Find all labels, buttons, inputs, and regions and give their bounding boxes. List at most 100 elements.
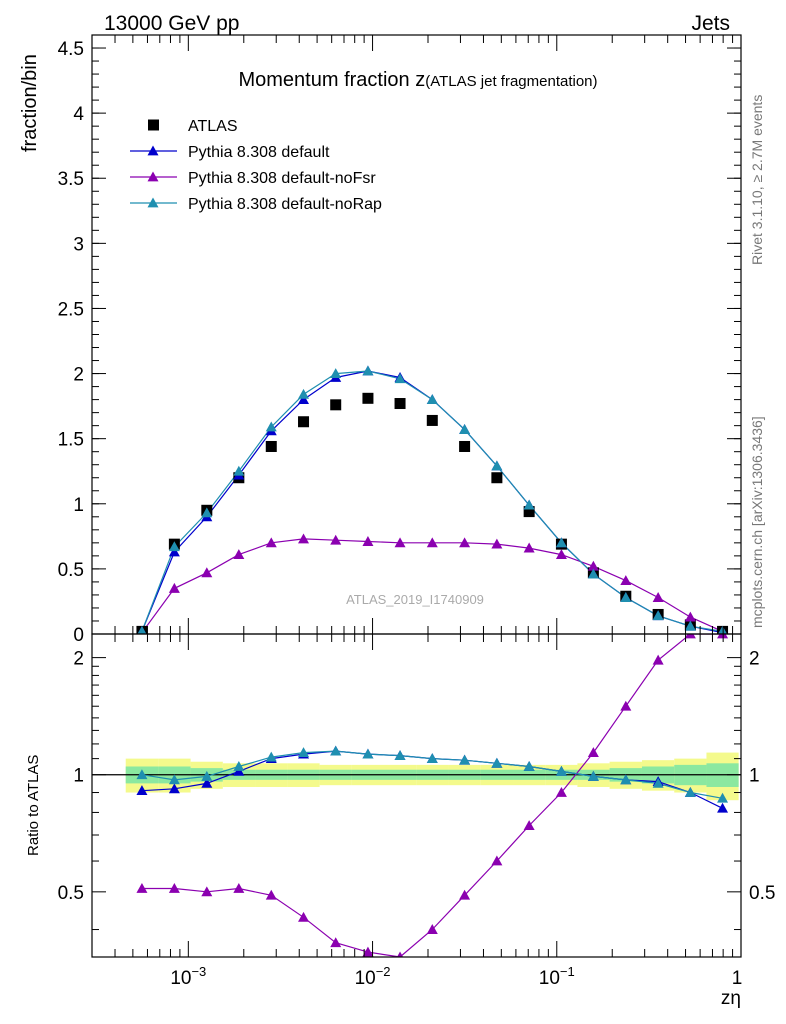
- x-tick-label: 10−1: [539, 964, 575, 989]
- data-point-series-3: [718, 625, 728, 634]
- ratio-point-series-1: [652, 654, 664, 665]
- ratio-plot-marks: [136, 634, 729, 957]
- ratio-point-series-2: [717, 792, 729, 803]
- ratio-y-tick-label: 1: [73, 766, 84, 787]
- x-tick-label: 10−2: [355, 964, 391, 989]
- x-tick-label: 1: [732, 968, 743, 989]
- ratio-point-series-2: [555, 765, 567, 776]
- legend-entry-label: ATLAS: [188, 118, 238, 135]
- ratio-point-series-1: [587, 747, 599, 757]
- data-point-series-2: [459, 537, 471, 548]
- header-process-label: 13000 GeV pp: [104, 12, 239, 35]
- main-plot-axes: 0 0.5 1 1.5 2 2.5 3 3.5 4 4.5: [58, 34, 742, 646]
- ratio-point-series-2: [620, 774, 632, 785]
- x-tick-label-exponent: −1: [560, 964, 575, 979]
- data-point-series-2: [523, 542, 535, 553]
- data-point-series-3: [459, 424, 471, 434]
- legend-entry-label: Pythia 8.308 default: [188, 144, 330, 161]
- data-point-series-2: [201, 567, 213, 578]
- main-y-axis-label: fraction/bin: [19, 54, 41, 152]
- data-point-series-2: [233, 549, 245, 559]
- ratio-point-series-2: [652, 777, 664, 788]
- legend-entry-label: Pythia 8.308 default-noFsr: [188, 170, 376, 187]
- data-point-series-3: [362, 365, 374, 376]
- data-point-atlas: [265, 440, 277, 452]
- data-point-series-3: [555, 537, 567, 548]
- data-point-series-3: [587, 568, 599, 579]
- x-tick-label: 10−3: [170, 964, 206, 989]
- y-tick-label: 0: [73, 625, 84, 646]
- ratio-y-tick-label: 0.5: [58, 883, 84, 904]
- main-panel: 0 0.5 1 1.5 2 2.5 3 3.5 4 4.5 ATLAS_2019_I1740909…: [19, 34, 742, 646]
- ratio-point-series-2: [394, 750, 406, 760]
- y-tick-label: 0.5: [58, 560, 84, 581]
- ratio-point-series-1: [491, 855, 503, 866]
- x-tick-label-exponent: −2: [376, 964, 391, 979]
- x-tick-label-base: 10: [539, 968, 560, 989]
- x-tick-label-exponent: −3: [191, 964, 206, 979]
- data-point-series-3: [426, 394, 438, 405]
- data-point-series-3: [298, 388, 310, 399]
- ratio-point-series-2: [523, 760, 535, 771]
- data-point-series-1: [298, 394, 310, 405]
- y-tick-label: 2: [73, 365, 84, 386]
- ratio-point-series-2: [201, 770, 213, 781]
- data-point-series-3: [394, 373, 406, 384]
- data-point-series-3: [201, 507, 213, 518]
- ratio-point-series-2: [265, 751, 277, 762]
- main-plot-marks: [136, 365, 729, 634]
- ratio-series-line-1: [141, 634, 723, 957]
- ratio-y-tick-label-right: 2: [749, 649, 760, 670]
- ratio-point-series-2: [362, 748, 374, 759]
- data-point-series-2: [168, 582, 180, 593]
- ratio-plot-axes: 0.5 0.51 12 210−3 10−2 10−1 1: [58, 633, 775, 989]
- chart-title-sub: (ATLAS jet fragmentation): [425, 73, 597, 90]
- data-point-series-2: [394, 537, 406, 548]
- x-tick-label-base: 10: [170, 968, 191, 989]
- ratio-y-axis-label: Ratio to ATLAS: [25, 755, 42, 856]
- legend: ATLAS Pythia 8.308 default Pythia 8.308 de…: [130, 118, 382, 213]
- ratio-point-series-1: [136, 882, 148, 893]
- ratio-plot-frame: [91, 633, 742, 958]
- legend-marker-square: [148, 119, 159, 131]
- data-point-series-3: [265, 421, 277, 432]
- ratio-point-series-2: [587, 770, 599, 781]
- data-point-series-3: [137, 625, 147, 634]
- data-point-series-2: [265, 537, 277, 548]
- data-point-atlas: [330, 399, 342, 411]
- ratio-point-series-2: [426, 753, 438, 764]
- ratio-point-series-0: [201, 777, 213, 788]
- ratio-point-series-1: [168, 882, 180, 893]
- data-point-atlas: [362, 392, 374, 404]
- data-point-atlas: [394, 398, 406, 410]
- data-point-atlas: [491, 472, 503, 484]
- legend-entry-label: Pythia 8.308 default-noRap: [188, 196, 382, 213]
- ratio-point-series-2: [330, 745, 342, 756]
- data-point-series-3: [684, 620, 696, 631]
- ratio-point-series-2: [233, 760, 245, 771]
- ratio-point-series-2: [459, 754, 471, 765]
- y-tick-label: 4: [73, 104, 84, 125]
- ratio-y-tick-label-right: 1: [749, 766, 760, 787]
- data-point-atlas: [459, 440, 471, 452]
- ratio-point-series-0: [136, 785, 148, 796]
- y-tick-label: 4.5: [58, 39, 84, 60]
- data-point-series-2: [298, 533, 310, 544]
- ratio-uncertainty-bands: [92, 752, 741, 801]
- ratio-panel: 0.5 0.51 12 210−3 10−2 10−1 1 Ratio to ATLAS z…: [25, 633, 775, 1009]
- y-tick-label: 1: [73, 495, 84, 516]
- rivet-version-label: Rivet 3.1.10, ≥ 2.7M events: [749, 95, 765, 265]
- data-point-series-2: [652, 592, 664, 602]
- ratio-point-series-1: [330, 937, 342, 948]
- series-line-2: [141, 538, 723, 634]
- ratio-point-series-2: [684, 787, 696, 797]
- legend-marker-triangle: [147, 171, 159, 182]
- data-point-atlas: [298, 416, 310, 428]
- ratio-point-series-0: [168, 783, 180, 794]
- header-category-label: Jets: [691, 12, 730, 35]
- data-point-series-3: [523, 499, 535, 510]
- data-point-series-3: [491, 460, 503, 471]
- mcplots-reference-label: mcplots.cern.ch [arXiv:1306.3436]: [749, 416, 765, 628]
- data-point-series-3: [620, 592, 632, 602]
- ratio-point-series-2: [298, 747, 310, 757]
